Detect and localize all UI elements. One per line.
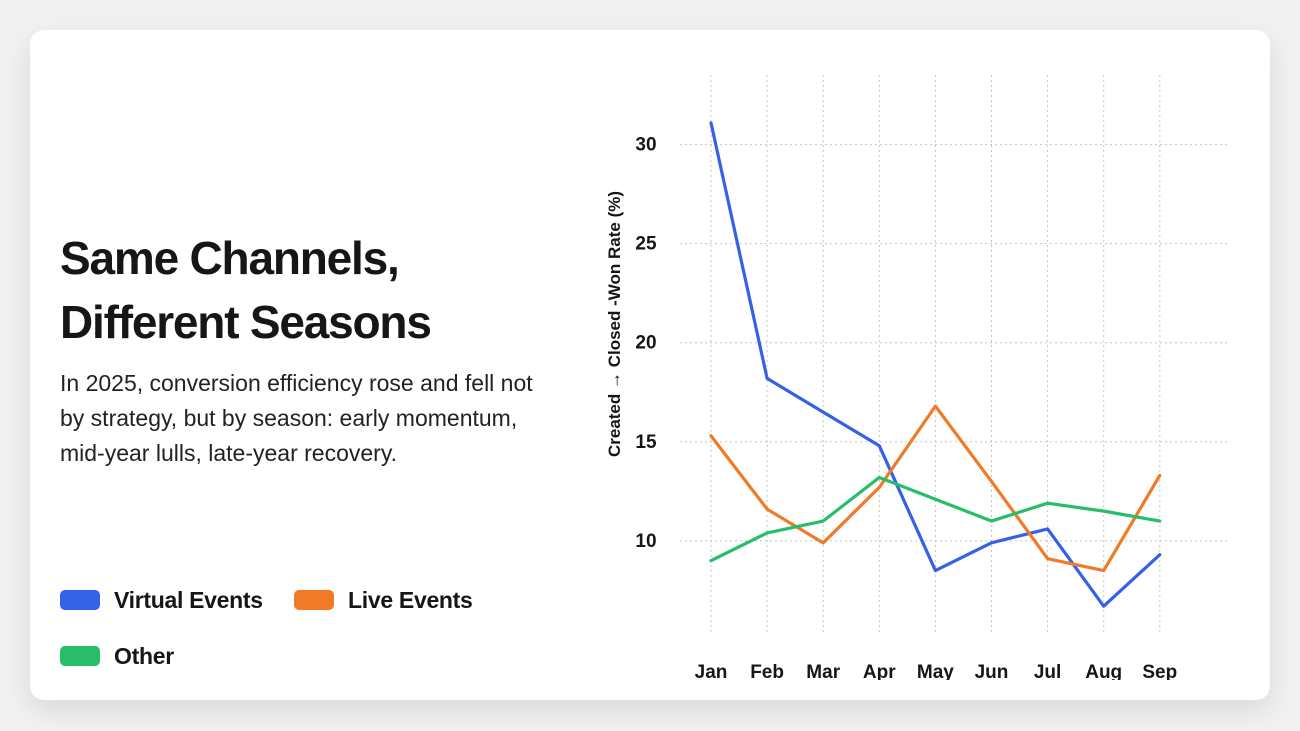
- legend-item-other: Other: [60, 638, 174, 674]
- line-chart: 10 15 20 25 30 Jan Feb Mar Apr May Jun Jul Aug Sep C…: [605, 75, 1230, 680]
- legend-swatch-live-events: [294, 590, 334, 610]
- series-line-other: [709, 475, 1162, 563]
- series-line-live-events: [709, 404, 1162, 573]
- legend-label-live-events: Live Events: [348, 586, 473, 613]
- legend-label-other: Other: [114, 642, 174, 669]
- y-axis-label: Created → Closed -Won Rate (%): [605, 191, 624, 457]
- legend-label-virtual-events: Virtual Events: [114, 586, 263, 613]
- x-tick-label: Jan: [695, 662, 728, 680]
- y-axis-ticks: 10 15 20 25 30: [635, 135, 657, 552]
- grid: [680, 75, 1230, 632]
- x-tick-label: Jul: [1034, 662, 1061, 680]
- x-axis-ticks: Jan Feb Mar Apr May Jun Jul Aug Sep: [695, 662, 1178, 680]
- x-tick-label: Feb: [750, 662, 784, 680]
- series-lines: [709, 121, 1162, 608]
- x-tick-label: Apr: [863, 662, 896, 680]
- headline-line-2: Different Seasons: [60, 296, 432, 348]
- series-line-virtual-events: [709, 121, 1162, 608]
- x-tick-label: May: [917, 662, 954, 680]
- y-tick-label: 30: [635, 135, 656, 156]
- legend-item-live-events: Live Events: [294, 582, 473, 618]
- chart-card: Same Channels, Different Seasons In 2025…: [30, 30, 1270, 700]
- headline: Same Channels, Different Seasons: [60, 226, 530, 354]
- x-tick-label: Sep: [1142, 662, 1177, 680]
- y-tick-label: 10: [635, 531, 656, 552]
- y-tick-label: 25: [635, 234, 657, 255]
- x-tick-label: Jun: [975, 662, 1009, 680]
- headline-line-1: Same Channels,: [60, 232, 400, 284]
- legend-item-virtual-events: Virtual Events: [60, 582, 263, 618]
- y-tick-label: 20: [635, 333, 656, 354]
- y-tick-label: 15: [635, 432, 657, 453]
- x-tick-label: Aug: [1085, 662, 1122, 680]
- legend-swatch-other: [60, 646, 100, 666]
- legend: Virtual Events Live Events Other: [60, 582, 540, 682]
- description: In 2025, conversion efficiency rose and …: [60, 370, 533, 466]
- x-tick-label: Mar: [806, 662, 840, 680]
- legend-swatch-virtual-events: [60, 590, 100, 610]
